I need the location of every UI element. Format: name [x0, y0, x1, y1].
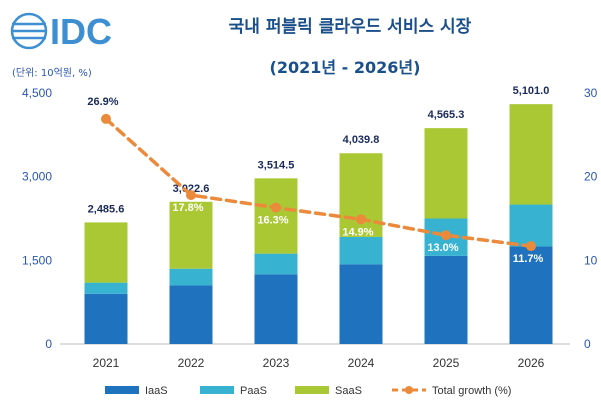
- y-left-tick-label: 0: [45, 337, 52, 351]
- bar-iaas-2024: [339, 264, 383, 344]
- bar-iaas-2021: [84, 293, 128, 344]
- x-tick-label: 2023: [263, 356, 290, 370]
- legend-swatch-iaas: [105, 386, 139, 394]
- x-axis: 2021 2022 2023 2024 2025 2026: [93, 356, 545, 370]
- x-tick-label: 2021: [93, 356, 120, 370]
- growth-line: [104, 117, 533, 248]
- bar-series: [84, 104, 553, 344]
- bar-paas-2021: [84, 282, 128, 294]
- bar-paas-2026: [509, 204, 553, 247]
- total-label: 2,485.6: [88, 203, 125, 215]
- growth-line-series: 26.9% 17.8% 16.3% 14.9% 13.0% 11.7%: [87, 96, 543, 265]
- bar-iaas-2026: [509, 246, 553, 344]
- x-tick-label: 2026: [518, 356, 545, 370]
- legend: IaaS PaaS SaaS Total growth (%): [105, 385, 511, 397]
- legend-label: IaaS: [145, 385, 168, 397]
- growth-point: [101, 113, 111, 124]
- growth-point: [526, 241, 536, 252]
- x-tick-label: 2025: [433, 356, 460, 370]
- y-right-tick-label: 20: [584, 170, 598, 184]
- legend-swatch-saas: [295, 386, 329, 394]
- x-tick-label: 2022: [178, 356, 205, 370]
- growth-point: [271, 202, 281, 213]
- y-right-tick-label: 10: [584, 253, 598, 267]
- growth-label: 26.9%: [87, 96, 118, 108]
- unit-label: (단위: 10억원, %): [12, 66, 92, 79]
- growth-label: 16.3%: [257, 215, 288, 227]
- total-label: 5,101.0: [513, 85, 550, 97]
- y-right-tick-label: 0: [584, 337, 591, 351]
- bar-saas-2021: [84, 222, 128, 283]
- idc-logo: IDC: [10, 11, 112, 52]
- growth-label: 13.0%: [427, 242, 458, 254]
- x-tick-label: 2024: [348, 356, 375, 370]
- bar-paas-2023: [254, 253, 298, 275]
- y-left-tick-label: 4,500: [22, 86, 52, 100]
- growth-label: 17.8%: [172, 202, 203, 214]
- bar-paas-2024: [339, 236, 383, 265]
- bar-saas-2023: [254, 178, 298, 254]
- bar-saas-2022: [169, 201, 213, 269]
- bar-saas-2025: [424, 128, 468, 219]
- bar-paas-2022: [169, 268, 213, 286]
- total-label: 4,565.3: [428, 109, 465, 121]
- growth-point: [356, 214, 366, 225]
- chart-title: 국내 퍼블릭 클라우드 서비스 시장: [229, 17, 472, 37]
- y-left-tick-label: 1,500: [22, 253, 52, 267]
- y-axis-left: 0 1,500 3,000 4,500: [22, 86, 52, 351]
- y-left-tick-label: 3,000: [22, 170, 52, 184]
- legend-swatch-paas: [200, 386, 234, 394]
- total-labels: 2,485.6 3,022.6 3,514.5 4,039.8 4,565.3 5,101…: [88, 85, 550, 215]
- y-right-tick-label: 30: [584, 86, 598, 100]
- growth-point: [186, 190, 196, 201]
- bar-iaas-2025: [424, 255, 468, 344]
- total-label: 4,039.8: [343, 134, 380, 146]
- legend-label: PaaS: [240, 385, 267, 397]
- bar-saas-2024: [339, 153, 383, 237]
- total-label: 3,022.6: [173, 183, 210, 195]
- legend-swatch-growth-dot: [405, 386, 413, 394]
- bar-iaas-2022: [169, 285, 213, 344]
- logo-text: IDC: [50, 11, 112, 52]
- y-axis-right: 0 10 20 30: [584, 86, 598, 351]
- legend-label: SaaS: [335, 385, 362, 397]
- growth-label: 11.7%: [513, 253, 544, 265]
- growth-label: 14.9%: [342, 226, 373, 238]
- growth-point: [441, 230, 451, 241]
- bar-iaas-2023: [254, 274, 298, 344]
- bar-saas-2026: [509, 104, 553, 205]
- total-label: 3,514.5: [258, 159, 295, 171]
- globe-icon: [10, 12, 48, 50]
- legend-label: Total growth (%): [432, 385, 511, 397]
- chart-subtitle: (2021년 - 2026년): [270, 58, 421, 77]
